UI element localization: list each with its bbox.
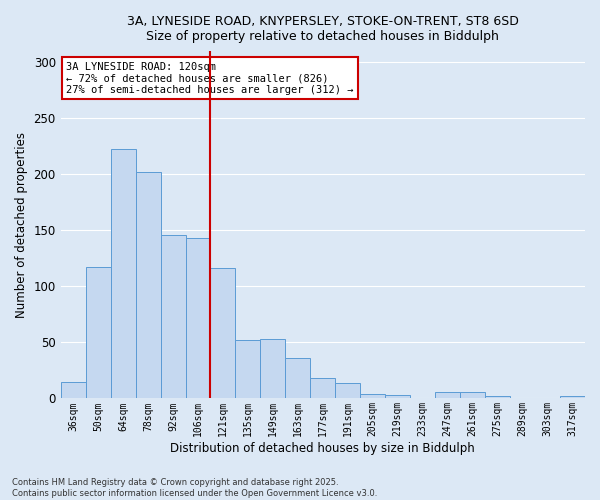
Bar <box>385 395 410 398</box>
Bar <box>161 235 185 398</box>
Bar <box>485 396 510 398</box>
Bar <box>260 339 286 398</box>
Bar <box>435 392 460 398</box>
Bar <box>460 392 485 398</box>
Bar <box>360 394 385 398</box>
Bar <box>286 358 310 399</box>
Bar <box>335 382 360 398</box>
Bar <box>310 378 335 398</box>
Y-axis label: Number of detached properties: Number of detached properties <box>15 132 28 318</box>
Bar <box>136 172 161 398</box>
Bar <box>211 268 235 398</box>
Text: 3A LYNESIDE ROAD: 120sqm
← 72% of detached houses are smaller (826)
27% of semi-: 3A LYNESIDE ROAD: 120sqm ← 72% of detach… <box>66 62 353 94</box>
Bar <box>560 396 585 398</box>
X-axis label: Distribution of detached houses by size in Biddulph: Distribution of detached houses by size … <box>170 442 475 455</box>
Bar <box>61 382 86 398</box>
Bar <box>185 238 211 398</box>
Bar <box>235 340 260 398</box>
Text: Contains HM Land Registry data © Crown copyright and database right 2025.
Contai: Contains HM Land Registry data © Crown c… <box>12 478 377 498</box>
Bar <box>110 148 136 398</box>
Bar <box>86 268 110 398</box>
Title: 3A, LYNESIDE ROAD, KNYPERSLEY, STOKE-ON-TRENT, ST8 6SD
Size of property relative: 3A, LYNESIDE ROAD, KNYPERSLEY, STOKE-ON-… <box>127 15 519 43</box>
